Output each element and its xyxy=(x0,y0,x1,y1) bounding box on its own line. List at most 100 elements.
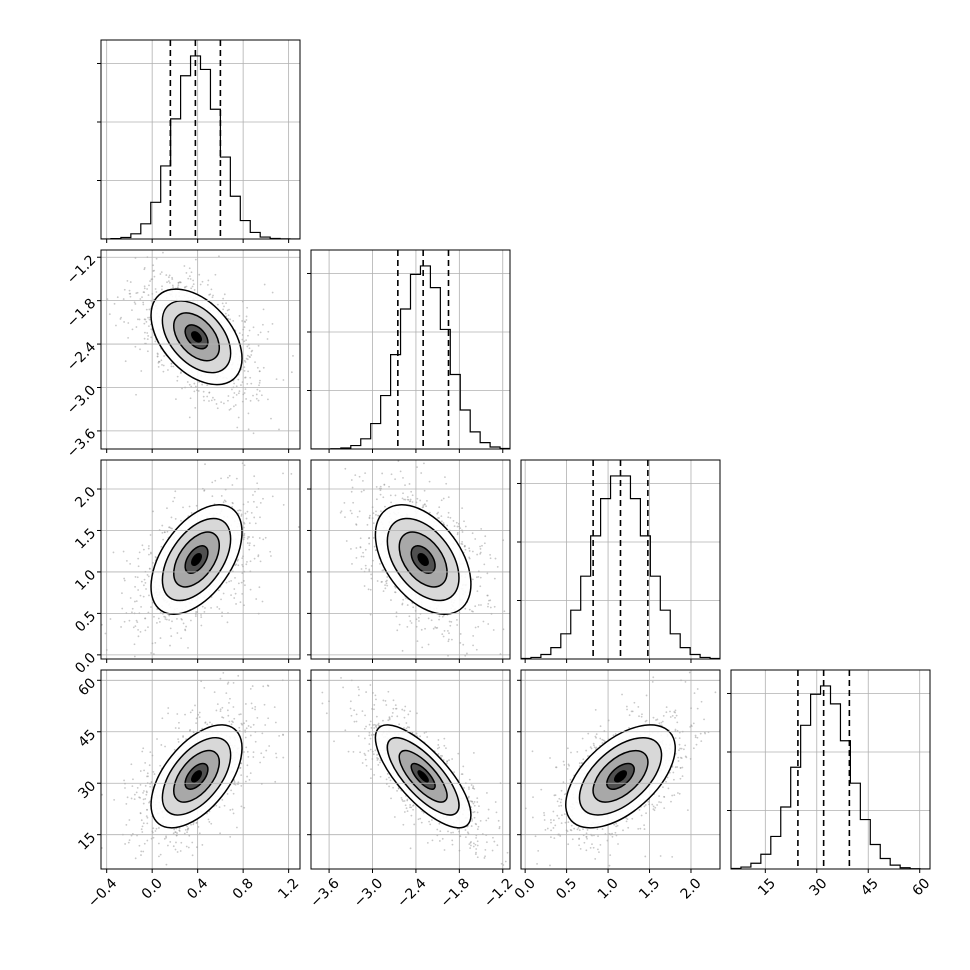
scatter-point xyxy=(441,615,444,618)
scatter-point xyxy=(160,359,163,362)
scatter-point xyxy=(362,555,365,558)
scatter-point xyxy=(571,838,574,841)
scatter-point xyxy=(674,728,677,731)
scatter-point xyxy=(175,841,177,844)
scatter-point xyxy=(175,834,178,837)
scatter-point xyxy=(492,836,494,839)
scatter-point xyxy=(185,625,187,628)
scatter-point xyxy=(165,863,168,866)
scatter-point xyxy=(262,497,264,500)
scatter-point xyxy=(376,759,379,761)
scatter-point xyxy=(442,759,445,761)
scatter-point xyxy=(492,629,495,631)
scatter-point xyxy=(221,302,224,305)
scatter-point xyxy=(363,451,365,453)
scatter-point xyxy=(416,466,418,469)
scatter-point xyxy=(476,840,479,843)
scatter-point xyxy=(472,644,474,647)
scatter-point xyxy=(384,505,386,508)
scatter-point xyxy=(240,384,242,386)
scatter-point xyxy=(245,517,248,520)
scatter-point xyxy=(104,632,107,635)
scatter-point xyxy=(235,393,238,396)
scatter-point xyxy=(125,559,128,562)
scatter-point xyxy=(350,714,353,717)
scatter-point xyxy=(186,381,189,383)
scatter-point xyxy=(146,772,149,775)
scatter-point xyxy=(146,808,148,811)
scatter-point xyxy=(420,821,423,824)
scatter-point xyxy=(544,828,547,831)
scatter-point xyxy=(157,366,160,368)
scatter-point xyxy=(233,783,236,786)
scatter-point xyxy=(223,305,225,308)
scatter-point xyxy=(355,713,358,716)
scatter-point xyxy=(125,824,128,826)
scatter-point xyxy=(249,772,252,775)
scatter-point xyxy=(142,301,145,304)
scatter-point xyxy=(468,778,471,781)
scatter-point xyxy=(246,345,249,348)
scatter-point xyxy=(123,577,126,580)
scatter-point xyxy=(183,832,186,835)
scatter-point xyxy=(688,671,691,674)
scatter-point xyxy=(200,624,203,627)
scatter-point xyxy=(406,604,409,606)
scatter-point xyxy=(240,513,243,516)
scatter-point xyxy=(241,334,244,336)
scatter-point xyxy=(376,580,379,582)
scatter-point xyxy=(108,313,111,316)
scatter-point xyxy=(674,766,677,769)
scatter-point xyxy=(267,717,270,720)
scatter-point xyxy=(344,467,347,470)
scatter-point xyxy=(239,601,242,604)
scatter-point xyxy=(243,806,246,809)
density-peak xyxy=(417,770,429,783)
scatter-point xyxy=(415,501,418,504)
scatter-point xyxy=(402,823,405,826)
scatter-point xyxy=(358,475,361,478)
scatter-point xyxy=(325,712,328,715)
scatter-point xyxy=(145,790,148,793)
scatter-point xyxy=(232,396,235,399)
scatter-point xyxy=(376,757,378,759)
scatter-point xyxy=(358,510,361,513)
scatter-point xyxy=(468,786,470,789)
scatter-point xyxy=(252,751,255,754)
scatter-point xyxy=(467,832,470,835)
scatter-point xyxy=(256,366,259,369)
scatter-point xyxy=(190,619,192,622)
scatter-point xyxy=(405,727,408,730)
scatter-point xyxy=(233,781,236,783)
scatter-point xyxy=(228,720,231,723)
scatter-point xyxy=(222,501,225,504)
scatter-point xyxy=(158,621,161,623)
scatter-point xyxy=(171,664,173,666)
scatter-point xyxy=(232,502,234,505)
scatter-point xyxy=(206,723,209,726)
scatter-point xyxy=(403,498,405,501)
scatter-point xyxy=(493,872,495,874)
scatter-point xyxy=(113,302,116,305)
scatter-point xyxy=(171,527,173,530)
scatter-point xyxy=(168,526,170,529)
scatter-point xyxy=(194,258,197,261)
scatter-point xyxy=(282,733,284,736)
scatter-point xyxy=(495,811,498,814)
scatter-point xyxy=(148,567,151,570)
scatter-point xyxy=(241,557,244,560)
y-tick-label: −3.6 xyxy=(64,426,99,461)
scatter-point xyxy=(464,525,467,528)
scatter-point xyxy=(265,749,268,752)
scatter-point xyxy=(128,819,131,821)
scatter-point xyxy=(198,273,201,276)
scatter-point xyxy=(228,408,231,411)
y-tick-label: 2.0 xyxy=(72,484,99,511)
scatter-point xyxy=(156,622,158,624)
scatter-point xyxy=(238,390,241,393)
scatter-point xyxy=(350,512,353,515)
scatter-point xyxy=(379,759,382,762)
scatter-point xyxy=(147,575,150,578)
scatter-point xyxy=(124,360,127,363)
scatter-point xyxy=(245,720,248,722)
